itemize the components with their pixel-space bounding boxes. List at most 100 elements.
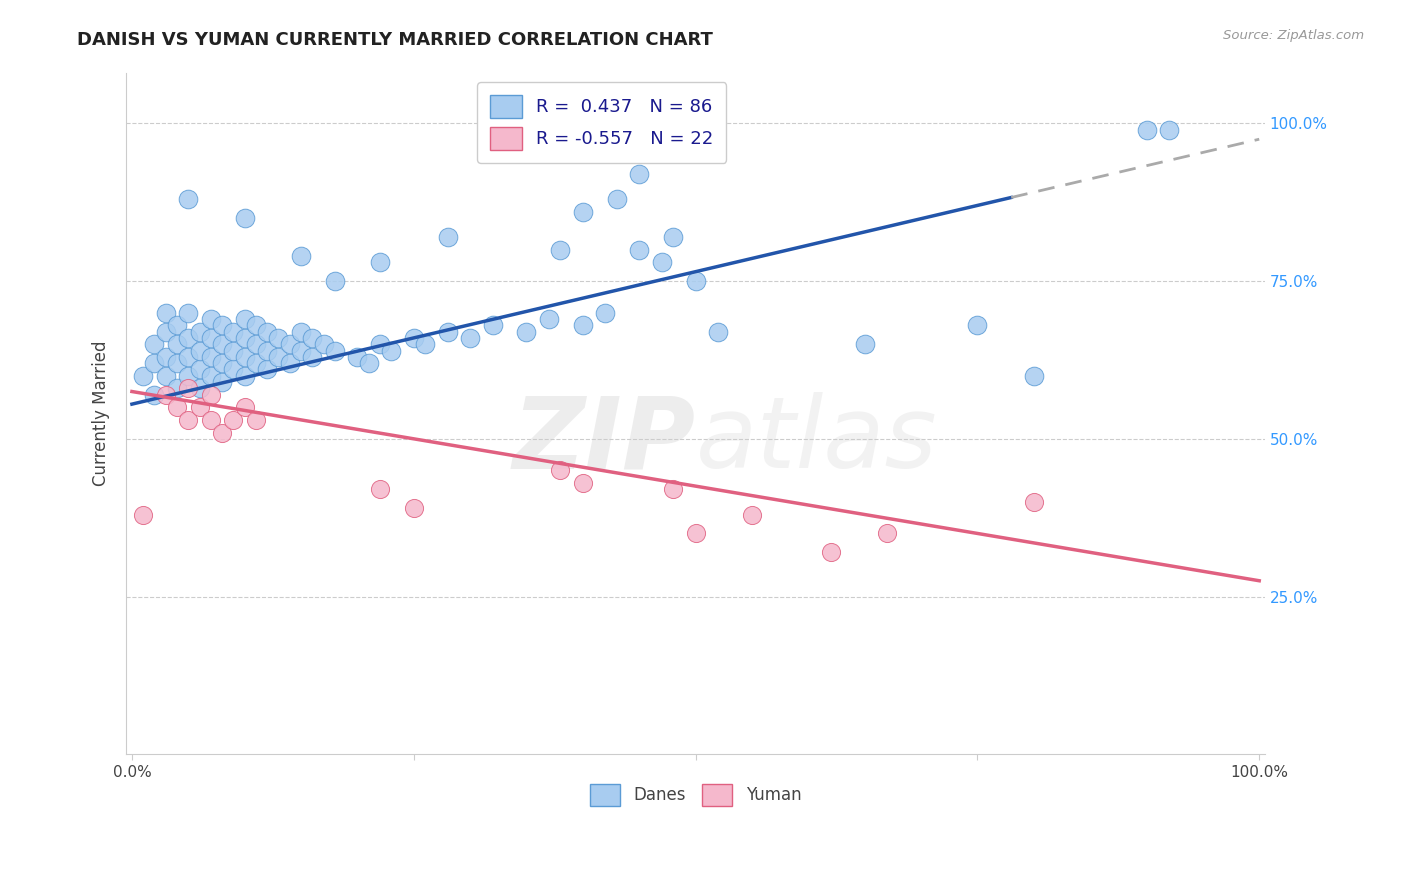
Point: [662, 230, 685, 244]
Point: [323, 274, 346, 288]
Point: [155, 306, 177, 320]
Point: [200, 350, 222, 364]
Point: [166, 337, 188, 351]
Point: [368, 337, 391, 351]
Point: [515, 325, 537, 339]
Point: [245, 356, 267, 370]
Point: [166, 381, 188, 395]
Text: ZIP: ZIP: [513, 392, 696, 490]
Point: [278, 356, 301, 370]
Point: [155, 325, 177, 339]
Point: [550, 463, 572, 477]
Point: [188, 325, 211, 339]
Point: [188, 401, 211, 415]
Point: [166, 318, 188, 333]
Point: [481, 318, 503, 333]
Point: [233, 211, 256, 225]
Point: [233, 401, 256, 415]
Point: [651, 255, 673, 269]
Point: [166, 356, 188, 370]
Legend: Danes, Yuman: Danes, Yuman: [582, 776, 810, 814]
Point: [290, 249, 312, 263]
Point: [188, 343, 211, 358]
Text: DANISH VS YUMAN CURRENTLY MARRIED CORRELATION CHART: DANISH VS YUMAN CURRENTLY MARRIED CORREL…: [77, 31, 713, 49]
Point: [685, 274, 707, 288]
Point: [550, 243, 572, 257]
Point: [413, 337, 436, 351]
Point: [155, 387, 177, 401]
Point: [177, 192, 200, 206]
Point: [188, 381, 211, 395]
Point: [256, 325, 278, 339]
Point: [177, 331, 200, 345]
Point: [685, 526, 707, 541]
Point: [537, 312, 560, 326]
Point: [155, 350, 177, 364]
Point: [233, 350, 256, 364]
Point: [572, 475, 595, 490]
Point: [256, 343, 278, 358]
Point: [143, 387, 166, 401]
Point: [256, 362, 278, 376]
Point: [572, 204, 595, 219]
Point: [458, 331, 481, 345]
Point: [707, 325, 730, 339]
Point: [166, 401, 188, 415]
Point: [177, 381, 200, 395]
Point: [368, 255, 391, 269]
Point: [200, 331, 222, 345]
Point: [301, 350, 323, 364]
Point: [177, 413, 200, 427]
Point: [853, 337, 876, 351]
Point: [233, 368, 256, 383]
Point: [876, 526, 898, 541]
Point: [245, 318, 267, 333]
Point: [628, 167, 651, 181]
Text: atlas: atlas: [696, 392, 938, 490]
Text: Source: ZipAtlas.com: Source: ZipAtlas.com: [1223, 29, 1364, 42]
Point: [402, 501, 425, 516]
Point: [380, 343, 402, 358]
Point: [200, 387, 222, 401]
Point: [357, 356, 380, 370]
Point: [177, 350, 200, 364]
Point: [222, 413, 245, 427]
Point: [222, 343, 245, 358]
Point: [188, 362, 211, 376]
Point: [177, 306, 200, 320]
Point: [966, 318, 988, 333]
Point: [211, 425, 233, 440]
Point: [211, 356, 233, 370]
Point: [267, 331, 290, 345]
Point: [1135, 122, 1157, 136]
Point: [233, 312, 256, 326]
Point: [211, 375, 233, 389]
Point: [312, 337, 335, 351]
Point: [267, 350, 290, 364]
Point: [290, 343, 312, 358]
Point: [820, 545, 842, 559]
Point: [1022, 368, 1045, 383]
Point: [606, 192, 628, 206]
Point: [132, 508, 155, 522]
Point: [368, 483, 391, 497]
Point: [290, 325, 312, 339]
Point: [233, 331, 256, 345]
Point: [278, 337, 301, 351]
Point: [1022, 495, 1045, 509]
Point: [1157, 122, 1180, 136]
Point: [346, 350, 368, 364]
Y-axis label: Currently Married: Currently Married: [93, 341, 110, 486]
Point: [200, 312, 222, 326]
Point: [211, 337, 233, 351]
Point: [132, 368, 155, 383]
Point: [323, 343, 346, 358]
Point: [436, 325, 458, 339]
Point: [628, 243, 651, 257]
Point: [402, 331, 425, 345]
Point: [200, 368, 222, 383]
Point: [741, 508, 763, 522]
Point: [155, 368, 177, 383]
Point: [222, 325, 245, 339]
Point: [436, 230, 458, 244]
